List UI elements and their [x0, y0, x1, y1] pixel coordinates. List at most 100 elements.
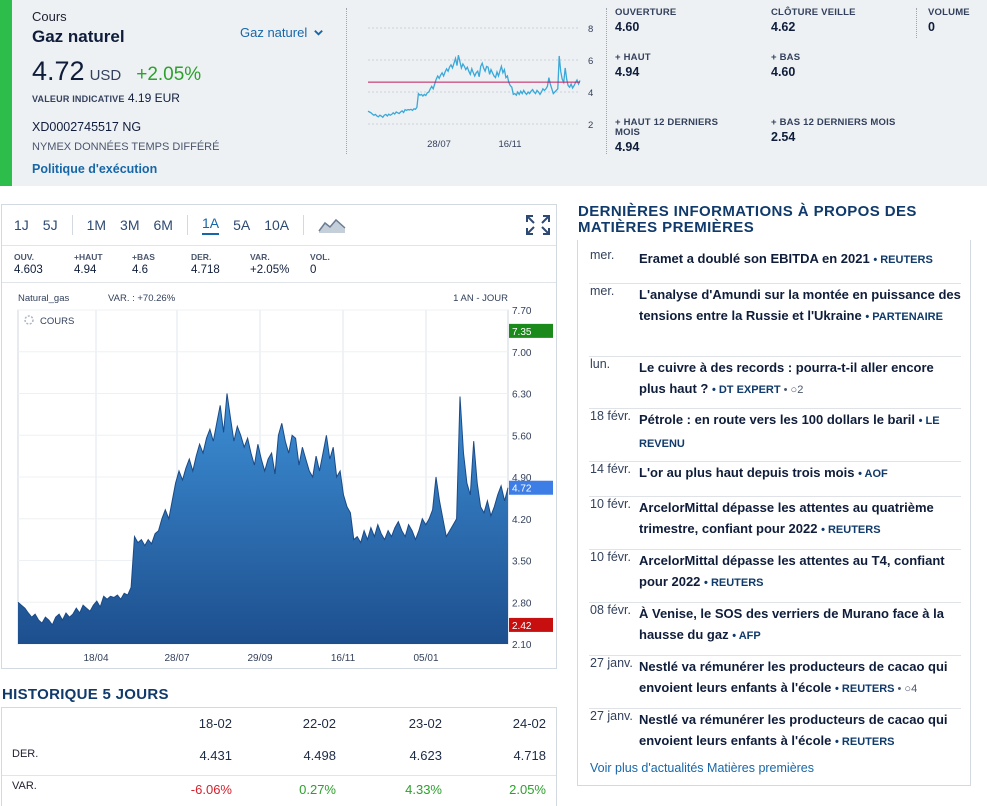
- stat-volume-value: 0: [928, 20, 935, 34]
- news-headline[interactable]: À Venise, le SOS des verriers de Murano …: [639, 603, 961, 647]
- stat-high-12m-value: 4.94: [615, 140, 640, 154]
- ohlc-last-value: 4.718: [191, 264, 220, 276]
- ohlc-volume: VOL. 0: [310, 252, 330, 276]
- period-1j[interactable]: 1J: [14, 217, 29, 233]
- history-date: 22-02: [302, 716, 336, 731]
- news-item[interactable]: 08 févr. À Venise, le SOS des verriers de…: [589, 603, 961, 656]
- history-date: 18-02: [198, 716, 232, 731]
- history-var-label: VAR.: [12, 780, 37, 792]
- price-area-chart[interactable]: Natural_gas VAR. : +70.26% 1 AN - JOUR 18/0…: [2, 285, 556, 668]
- divider: [71, 215, 73, 235]
- quote-panel: Cours Gaz naturel Gaz naturel 4.72 USD +…: [0, 0, 987, 186]
- divider: [916, 8, 917, 38]
- divider: [303, 215, 305, 235]
- price-variation: +2.05%: [136, 64, 202, 85]
- stat-prev-close-value: 4.62: [771, 20, 796, 34]
- history-cell: 0.27%: [299, 782, 336, 797]
- ohlc-last: DER. 4.718: [191, 252, 220, 276]
- history-cell: 4.718: [513, 748, 546, 763]
- news-headline[interactable]: L'or au plus haut depuis trois mois • AO…: [639, 462, 961, 485]
- period-1m[interactable]: 1M: [86, 217, 107, 233]
- history-last-row: DER. 4.431 4.498 4.623 4.718: [2, 748, 556, 776]
- news-headline[interactable]: Nestlé va rémunérer les producteurs de c…: [639, 709, 961, 753]
- news-item[interactable]: lun. Le cuivre à des records : pourra-t-i…: [589, 357, 961, 409]
- divider: [186, 215, 188, 235]
- news-item[interactable]: 10 févr. ArcelorMittal dépasse les attent…: [589, 497, 961, 550]
- news-headline[interactable]: L'analyse d'Amundi sur la montée en puis…: [639, 284, 961, 328]
- stat-low-12m-value: 2.54: [771, 130, 796, 144]
- news-source[interactable]: • REUTERS: [835, 683, 895, 695]
- y-tick-label: 2.80: [512, 598, 532, 609]
- news-headline-text: ArcelorMittal dépasse les attentes au T4…: [639, 553, 945, 589]
- ohlc-high-label: +HAUT: [74, 252, 103, 262]
- history-title: HISTORIQUE 5 JOURS: [2, 686, 169, 703]
- period-selector: 1J 5J 1M 3M 6M 1A 5A 10A: [2, 205, 556, 245]
- news-source[interactable]: • REUTERS: [704, 577, 764, 589]
- ohlc-high: +HAUT 4.94: [74, 252, 103, 276]
- news-source[interactable]: • PARTENAIRE: [865, 311, 943, 323]
- execution-policy-link[interactable]: Politique d'exécution: [32, 162, 158, 176]
- ohlc-var: VAR. +2.05%: [250, 252, 289, 276]
- history-cell: -6.06%: [190, 782, 232, 797]
- x-tick-label: 29/09: [247, 653, 272, 664]
- instrument-selector[interactable]: Gaz naturel: [240, 25, 324, 40]
- period-10a[interactable]: 10A: [264, 217, 290, 233]
- more-news-link[interactable]: Voir plus d'actualités Matières première…: [590, 761, 815, 775]
- news-headline[interactable]: Eramet a doublé son EBITDA en 2021 • REU…: [639, 248, 961, 271]
- period-5j[interactable]: 5J: [42, 217, 58, 233]
- period-3m[interactable]: 3M: [120, 217, 140, 233]
- period-6m[interactable]: 6M: [153, 217, 173, 233]
- series-name-label: Natural_gas: [18, 293, 69, 304]
- news-item[interactable]: 10 févr. ArcelorMittal dépasse les attent…: [589, 550, 961, 603]
- news-source[interactable]: • AOF: [858, 468, 888, 480]
- period-1a[interactable]: 1A: [201, 215, 220, 235]
- news-item[interactable]: 14 févr. L'or au plus haut depuis trois m…: [589, 462, 961, 497]
- y-tick-label: 7.00: [512, 348, 532, 359]
- stat-high-value: 4.94: [615, 65, 640, 79]
- chart-type-icon[interactable]: [318, 216, 346, 234]
- history-table: 18-02 22-02 23-02 24-02 DER. 4.431 4.498…: [1, 707, 557, 806]
- comment-count[interactable]: • ○4: [894, 683, 918, 695]
- news-date: 27 janv.: [590, 656, 633, 670]
- news-item[interactable]: mer. L'analyse d'Amundi sur la montée en …: [589, 284, 961, 357]
- news-list: Voir plus d'actualités Matières première…: [577, 240, 971, 786]
- news-item[interactable]: 18 févr. Pétrole : en route vers les 100 …: [589, 409, 961, 462]
- news-item[interactable]: 27 janv. Nestlé va rémunérer les producte…: [589, 709, 961, 761]
- y-tick-label: 4.20: [512, 515, 532, 526]
- news-headline[interactable]: ArcelorMittal dépasse les attentes au qu…: [639, 497, 961, 541]
- ohlc-var-label: VAR.: [250, 252, 270, 262]
- price-area: [18, 393, 508, 644]
- news-headline[interactable]: ArcelorMittal dépasse les attentes au T4…: [639, 550, 961, 594]
- x-tick-label: 18/04: [83, 653, 108, 664]
- news-headline[interactable]: Le cuivre à des records : pourra-t-il al…: [639, 357, 961, 401]
- history-cell: 2.05%: [509, 782, 546, 797]
- news-item[interactable]: mer. Eramet a doublé son EBITDA en 2021 •…: [589, 248, 961, 284]
- price-block: 4.72 USD +2.05%: [32, 56, 201, 87]
- news-source[interactable]: • DT EXPERT: [711, 384, 781, 396]
- stat-low-value: 4.60: [771, 65, 796, 79]
- ohlc-low: +BAS 4.6: [132, 252, 155, 276]
- settings-icon: [24, 315, 34, 325]
- news-headline-text: L'analyse d'Amundi sur la montée en puis…: [639, 287, 961, 323]
- y-tick-label: 7.70: [512, 306, 532, 317]
- news-source[interactable]: • LE REVENU: [639, 415, 940, 450]
- legend-label: COURS: [40, 316, 74, 327]
- history-cell: 4.431: [199, 748, 232, 763]
- isin-code: XD0002745517 NG: [32, 120, 142, 134]
- trend-indicator-bar: [0, 0, 12, 186]
- mini-price-chart: 8 6 4 2 28/07 16/11: [367, 24, 593, 150]
- news-date: 08 févr.: [590, 603, 631, 617]
- stat-low-label: + BAS: [771, 52, 801, 63]
- news-source[interactable]: • AFP: [732, 630, 761, 642]
- news-headline[interactable]: Pétrole : en route vers les 100 dollars …: [639, 409, 961, 455]
- news-source[interactable]: • REUTERS: [821, 524, 881, 536]
- news-headline[interactable]: Nestlé va rémunérer les producteurs de c…: [639, 656, 961, 700]
- fullscreen-icon[interactable]: [524, 213, 552, 237]
- max-price-marker-bg: [509, 323, 553, 338]
- period-5a[interactable]: 5A: [233, 217, 251, 233]
- news-source[interactable]: • REUTERS: [873, 254, 933, 266]
- news-source[interactable]: • REUTERS: [835, 736, 895, 748]
- news-item[interactable]: 27 janv. Nestlé va rémunérer les producte…: [589, 656, 961, 709]
- stat-high-12m-label: + HAUT 12 DERNIERS MOIS: [615, 117, 719, 138]
- comment-count[interactable]: • ○2: [780, 384, 804, 396]
